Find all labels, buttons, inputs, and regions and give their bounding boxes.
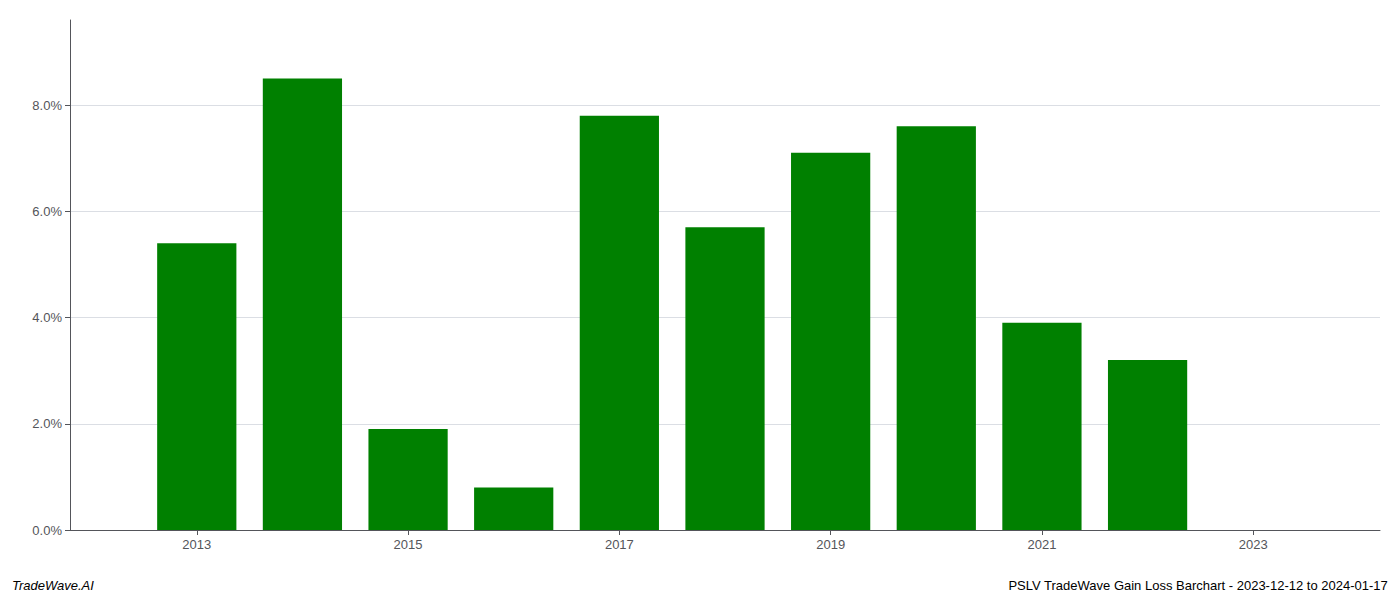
svg-text:0.0%: 0.0% <box>32 523 62 538</box>
svg-text:2015: 2015 <box>394 537 423 552</box>
svg-text:2013: 2013 <box>182 537 211 552</box>
svg-text:2.0%: 2.0% <box>32 416 62 431</box>
svg-text:TradeWave.AI: TradeWave.AI <box>12 578 94 593</box>
svg-text:2017: 2017 <box>605 537 634 552</box>
svg-text:4.0%: 4.0% <box>32 310 62 325</box>
svg-text:2023: 2023 <box>1239 537 1268 552</box>
svg-text:PSLV TradeWave Gain Loss Barch: PSLV TradeWave Gain Loss Barchart - 2023… <box>1008 578 1387 593</box>
svg-text:8.0%: 8.0% <box>32 98 62 113</box>
svg-text:6.0%: 6.0% <box>32 204 62 219</box>
svg-text:2021: 2021 <box>1027 537 1056 552</box>
svg-text:2019: 2019 <box>816 537 845 552</box>
